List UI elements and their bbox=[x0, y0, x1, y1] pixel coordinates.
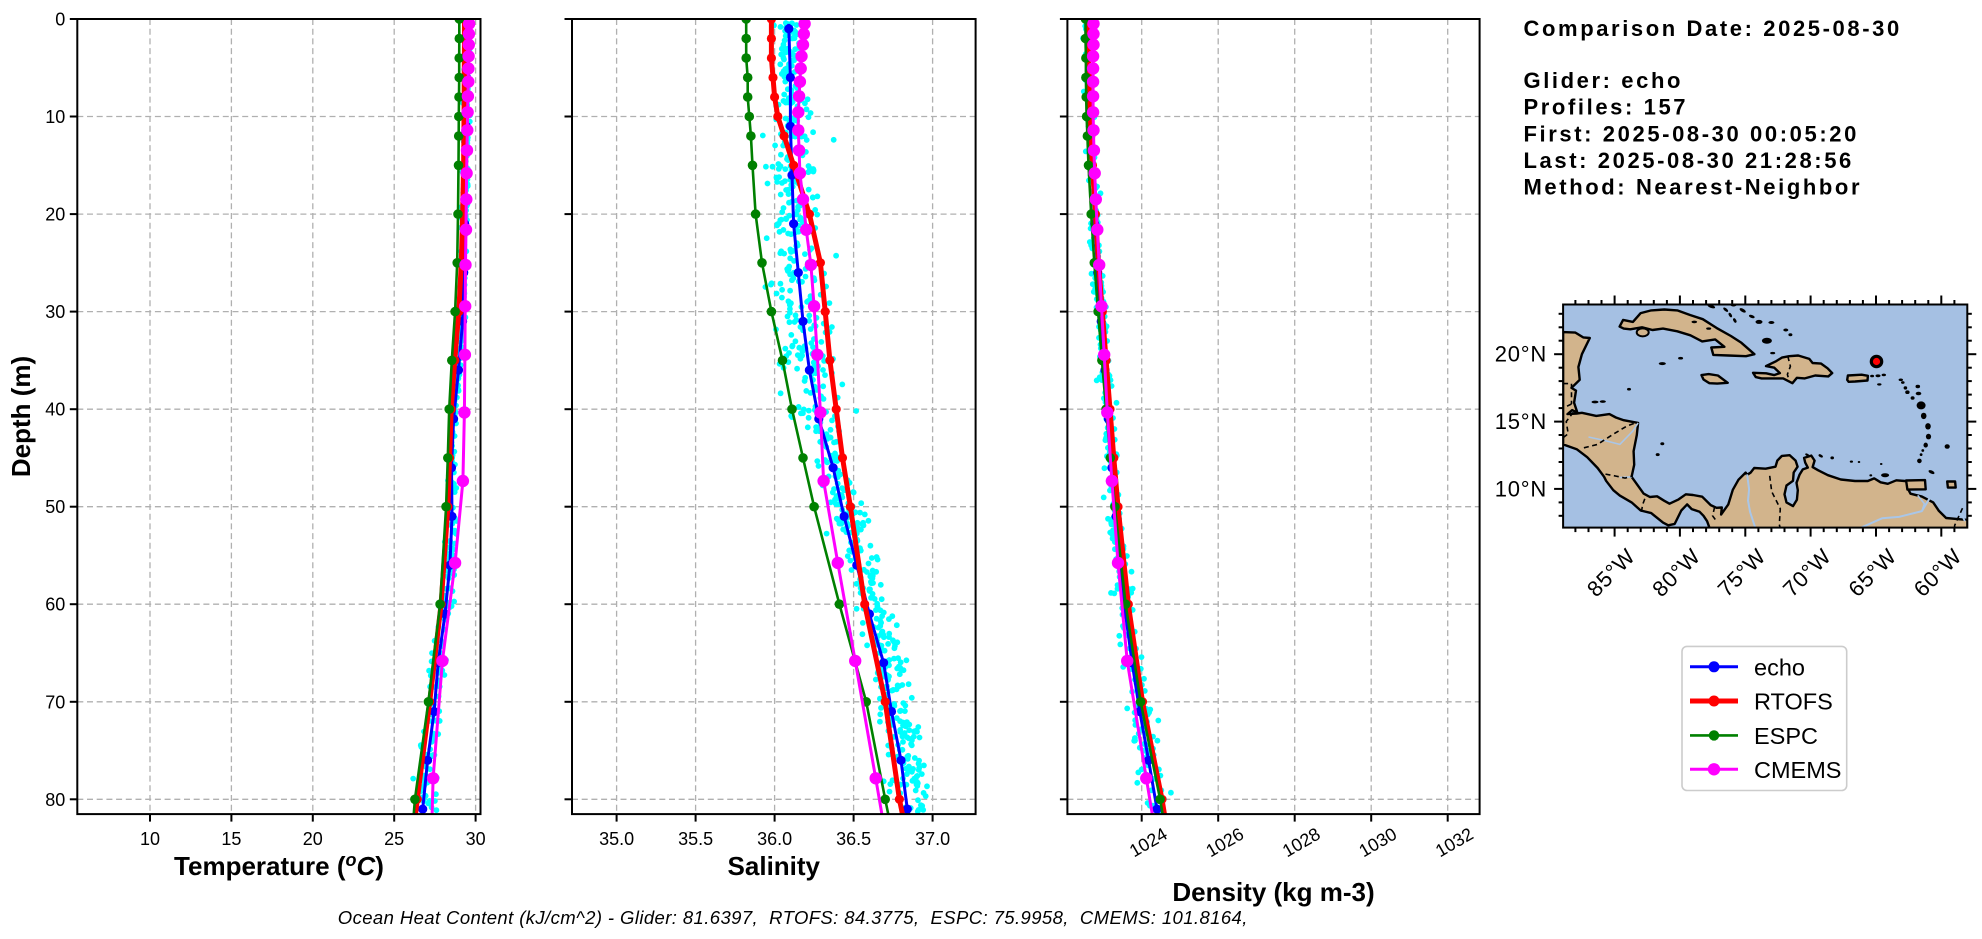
svg-text:35.5: 35.5 bbox=[678, 829, 713, 849]
svg-text:40: 40 bbox=[45, 400, 65, 420]
svg-text:70: 70 bbox=[45, 692, 65, 712]
svg-text:20: 20 bbox=[303, 829, 323, 849]
svg-text:Comparison Date: 2025-08-30: Comparison Date: 2025-08-30 bbox=[1524, 16, 1902, 41]
svg-text:80: 80 bbox=[45, 790, 65, 810]
svg-text:25: 25 bbox=[384, 829, 404, 849]
svg-text:Salinity: Salinity bbox=[728, 851, 821, 881]
svg-text:Glider: echo: Glider: echo bbox=[1524, 68, 1684, 93]
svg-text:Ocean Heat Content (kJ/cm^2) -: Ocean Heat Content (kJ/cm^2) - Glider: 8… bbox=[338, 907, 1248, 928]
svg-text:20°N: 20°N bbox=[1495, 342, 1547, 367]
svg-text:echo: echo bbox=[1754, 654, 1805, 680]
svg-text:ESPC: ESPC bbox=[1754, 723, 1818, 749]
svg-text:Profiles: 157: Profiles: 157 bbox=[1524, 95, 1689, 120]
svg-text:RTOFS: RTOFS bbox=[1754, 689, 1833, 715]
svg-text:Depth (m): Depth (m) bbox=[6, 356, 36, 477]
svg-text:10: 10 bbox=[140, 829, 160, 849]
svg-text:15: 15 bbox=[221, 829, 241, 849]
svg-text:0: 0 bbox=[55, 10, 65, 30]
svg-text:37.0: 37.0 bbox=[915, 829, 950, 849]
svg-text:Method: Nearest-Neighbor: Method: Nearest-Neighbor bbox=[1524, 175, 1863, 200]
svg-text:50: 50 bbox=[45, 497, 65, 517]
svg-text:First: 2025-08-30 00:05:20: First: 2025-08-30 00:05:20 bbox=[1524, 121, 1859, 146]
svg-text:36.0: 36.0 bbox=[757, 829, 792, 849]
svg-text:30: 30 bbox=[45, 302, 65, 322]
svg-text:CMEMS: CMEMS bbox=[1754, 757, 1841, 783]
svg-text:20: 20 bbox=[45, 205, 65, 225]
svg-text:10°N: 10°N bbox=[1495, 476, 1547, 501]
svg-text:10: 10 bbox=[45, 107, 65, 127]
svg-text:Density (kg m-3): Density (kg m-3) bbox=[1172, 877, 1374, 907]
svg-text:60: 60 bbox=[45, 595, 65, 615]
svg-text:30: 30 bbox=[466, 829, 486, 849]
svg-text:36.5: 36.5 bbox=[836, 829, 871, 849]
svg-text:35.0: 35.0 bbox=[599, 829, 634, 849]
svg-text:15°N: 15°N bbox=[1495, 409, 1547, 434]
svg-text:Last: 2025-08-30 21:28:56: Last: 2025-08-30 21:28:56 bbox=[1524, 148, 1854, 173]
